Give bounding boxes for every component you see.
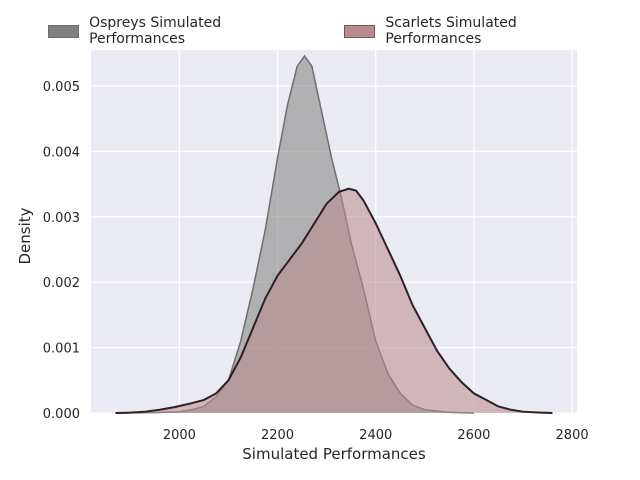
legend: Ospreys Simulated Performances Scarlets … (48, 15, 640, 47)
density-area-0 (115, 55, 474, 413)
x-tick-label: 2000 (163, 428, 196, 443)
x-tick-label: 2800 (556, 428, 589, 443)
legend-item-scarlets: Scarlets Simulated Performances (344, 15, 610, 47)
y-tick-label: 0.005 (43, 80, 80, 95)
y-tick-label: 0.003 (43, 211, 80, 226)
x-axis-label: Simulated Performances (242, 445, 426, 463)
density-areas (115, 54, 553, 414)
legend-swatch-scarlets (344, 24, 376, 38)
y-tick-label: 0.002 (43, 276, 80, 291)
legend-label-scarlets: Scarlets Simulated Performances (385, 15, 517, 47)
legend-label-ospreys: Ospreys Simulated Performances (89, 15, 222, 47)
y-tick-label: 0.001 (43, 342, 80, 357)
density-area-1 (115, 188, 553, 413)
x-tick-label: 2600 (457, 428, 490, 443)
y-tick-label: 0.000 (43, 407, 80, 422)
y-tick-label: 0.004 (43, 145, 80, 160)
x-tick-label: 2200 (261, 428, 294, 443)
density-line-1 (115, 187, 553, 414)
legend-item-ospreys: Ospreys Simulated Performances (48, 15, 314, 47)
y-axis-label: Density (16, 207, 34, 264)
x-axis-ticks: 2000 2200 2400 2600 2800 (163, 428, 589, 443)
x-tick-label: 2400 (359, 428, 392, 443)
legend-swatch-ospreys (48, 24, 80, 38)
y-axis-ticks: 0.000 0.001 0.002 0.003 0.004 0.005 (43, 80, 80, 422)
